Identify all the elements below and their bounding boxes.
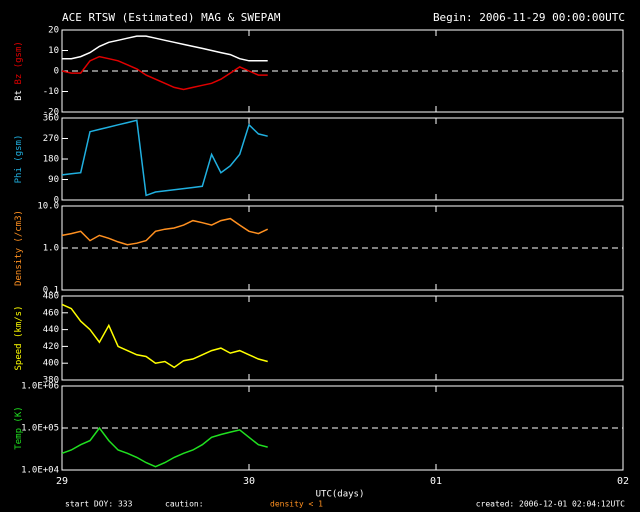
y-axis-unit: (/cm3) xyxy=(14,210,24,243)
y-axis-label: Temp (K) xyxy=(14,406,24,449)
y-tick-label: 1.0 xyxy=(43,244,59,254)
y-tick-label: 270 xyxy=(43,134,59,144)
data-line xyxy=(61,119,268,197)
y-tick-label: 440 xyxy=(43,325,59,335)
legend-entry: Bz xyxy=(14,74,24,85)
data-line xyxy=(62,35,268,62)
y-tick-label: 460 xyxy=(43,308,59,318)
y-tick-label: 10 xyxy=(48,46,59,56)
y-tick-label: -10 xyxy=(43,87,59,97)
panel-frame xyxy=(61,295,624,381)
y-axis-label: Speed (km/s) xyxy=(14,305,24,370)
chart-title: ACE RTSW (Estimated) MAG & SWEPAM xyxy=(62,11,281,24)
y-tick-label: 1.0E+04 xyxy=(21,466,59,476)
x-tick-label: 30 xyxy=(243,476,255,487)
x-axis-label: UTC(days) xyxy=(316,490,365,500)
y-tick-label: 20 xyxy=(48,26,59,36)
footer-start: start DOY: 333 xyxy=(65,500,133,509)
legend-entry: Temp xyxy=(14,428,24,450)
legend-entry: Speed xyxy=(14,343,24,370)
data-line xyxy=(61,426,268,468)
footer-caution: caution: xyxy=(165,500,204,509)
y-tick-label: 360 xyxy=(43,114,59,124)
data-line xyxy=(61,303,268,369)
y-tick-label: 1.0E+05 xyxy=(21,424,59,434)
y-tick-label: 480 xyxy=(43,292,59,302)
x-tick-label: 02 xyxy=(617,476,629,487)
data-line xyxy=(61,217,269,246)
y-tick-label: 380 xyxy=(43,376,59,386)
y-axis-label: Phi (gsm) xyxy=(14,135,24,184)
y-tick-label: 180 xyxy=(43,155,59,165)
y-tick-label: 1.0E+06 xyxy=(21,382,59,392)
footer-caution-note: density < 1 xyxy=(270,500,323,509)
data-line xyxy=(61,55,268,91)
y-tick-label: 420 xyxy=(43,342,59,352)
x-tick-label: 01 xyxy=(430,476,442,487)
y-tick-label: 0 xyxy=(54,67,59,77)
legend-entry: Phi xyxy=(14,167,24,183)
y-tick-label: 10.0 xyxy=(37,202,59,212)
legend-entry: Bt xyxy=(14,90,24,101)
legend-entry: Density xyxy=(14,247,24,286)
y-axis-unit: (km/s) xyxy=(14,305,24,338)
y-tick-label: 90 xyxy=(48,175,59,185)
y-axis-unit: (gsm) xyxy=(14,135,24,162)
y-tick-label: -20 xyxy=(43,108,59,118)
chart-subtitle: Begin: 2006-11-29 00:00:00UTC xyxy=(433,11,625,24)
footer-created: created: 2006-12-01 02:04:12UTC xyxy=(476,500,625,509)
y-axis-label: Density (/cm3) xyxy=(14,210,24,286)
y-tick-label: 400 xyxy=(43,359,59,369)
y-tick-label: 0 xyxy=(54,196,59,206)
y-tick-label: 0.1 xyxy=(43,286,59,296)
x-tick-label: 29 xyxy=(56,476,68,487)
y-axis-label: Bt Bz (gsm) xyxy=(14,41,24,101)
y-axis-unit: (K) xyxy=(14,406,24,422)
y-axis-unit: (gsm) xyxy=(14,41,24,68)
